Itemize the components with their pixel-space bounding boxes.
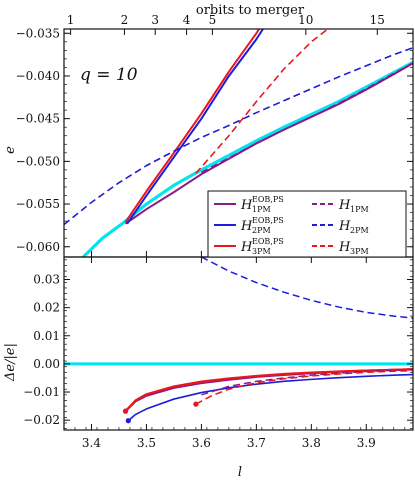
top-y-tick-label: −0.060: [16, 240, 60, 254]
bottom-panel: 0.03 0.02 0.01 0.00 −0.01 −0.02 3.4 3.5 3.6 3.7 3.…: [23, 256, 414, 450]
top-series-h3pm-eob-ps: [124, 29, 260, 223]
top-series-h2pm-eob-ps: [126, 29, 264, 225]
bottom-y-tick-label: −0.02: [23, 413, 60, 427]
bottom-y-tick-label: 0.03: [33, 273, 60, 287]
legend-label-base: H: [240, 240, 253, 255]
top-y-axis-title: e: [3, 146, 18, 154]
orbit-tick-label: 2: [121, 13, 129, 27]
top-y-tick-label: −0.045: [16, 112, 60, 126]
legend-label-base: H: [240, 198, 253, 213]
bottom-start-marker-h3pm-eob-ps: [122, 408, 129, 414]
legend-label-superscript: EOB,PS: [252, 216, 284, 225]
orbit-tick-label: 5: [209, 13, 217, 27]
legend-label-subscript: 1PM: [252, 205, 271, 214]
x-tick-label: 3.7: [247, 436, 266, 450]
legend-label-subscript: 3PM: [350, 247, 369, 256]
bottom-start-marker-h2pm-eob-ps: [125, 418, 131, 424]
x-tick-label: 3.9: [357, 436, 376, 450]
bottom-frame: [63, 256, 414, 431]
legend-label-base: H: [240, 219, 253, 234]
bottom-series-h3pm: [195, 369, 413, 405]
legend-label-subscript: 2PM: [252, 226, 271, 235]
top-plot-area: [64, 29, 413, 257]
top-y-tick-label: −0.055: [16, 197, 60, 211]
x-tick-label: 3.4: [82, 436, 101, 450]
legend-label-superscript: EOB,PS: [252, 195, 284, 204]
bottom-plot-area: [64, 257, 413, 424]
legend-label-base: H: [338, 219, 351, 234]
bottom-series-h3pm-eob-ps: [124, 368, 413, 412]
x-tick-label: 3.8: [302, 436, 321, 450]
orbit-tick-label: 15: [370, 13, 385, 27]
top-y-tick-label: −0.050: [16, 154, 60, 168]
bottom-y-tick-label: 0.01: [33, 329, 60, 343]
orbit-tick-label: 4: [183, 13, 191, 27]
bottom-y-tick-label: 0.02: [33, 301, 60, 315]
top-series-h3pm: [195, 29, 329, 174]
legend-label-subscript: 1PM: [350, 205, 369, 214]
legend-box: [207, 190, 407, 258]
top-series-h1pm: [201, 62, 413, 174]
secondary-x-axis-title: orbits to merger: [196, 3, 305, 18]
x-axis-title: l: [238, 465, 242, 480]
x-tick-label: 3.5: [137, 436, 156, 450]
bottom-y-axis-title: Δe/|e|: [3, 343, 18, 382]
mass-ratio-annotation: q = 10: [80, 65, 138, 85]
legend-label-superscript: EOB,PS: [252, 237, 284, 246]
top-y-tick-label: −0.040: [16, 69, 60, 83]
legend-label-subscript: 3PM: [252, 247, 271, 256]
bottom-series-h1pm: [201, 369, 413, 396]
legend-label-subscript: 2PM: [350, 226, 369, 235]
top-y-tick-label: −0.035: [16, 26, 60, 40]
x-tick-label: 3.6: [192, 436, 211, 450]
bottom-series-h2pm: [201, 257, 413, 319]
orbit-tick-label: 1: [67, 13, 75, 27]
bottom-series-h2pm-eob-ps: [127, 373, 413, 422]
bottom-start-marker-h3pm: [193, 401, 199, 407]
orbit-tick-label: 3: [151, 13, 159, 27]
top-panel: −0.035 −0.040 −0.045 −0.050 −0.055 −0.060 1 2 3 4…: [16, 13, 414, 258]
orbit-tick-label: 10: [298, 13, 313, 27]
bottom-y-tick-label: −0.01: [23, 385, 60, 399]
bottom-y-tick-label: 0.00: [33, 357, 60, 371]
legend-label-base: H: [338, 240, 351, 255]
legend-label-base: H: [338, 198, 351, 213]
